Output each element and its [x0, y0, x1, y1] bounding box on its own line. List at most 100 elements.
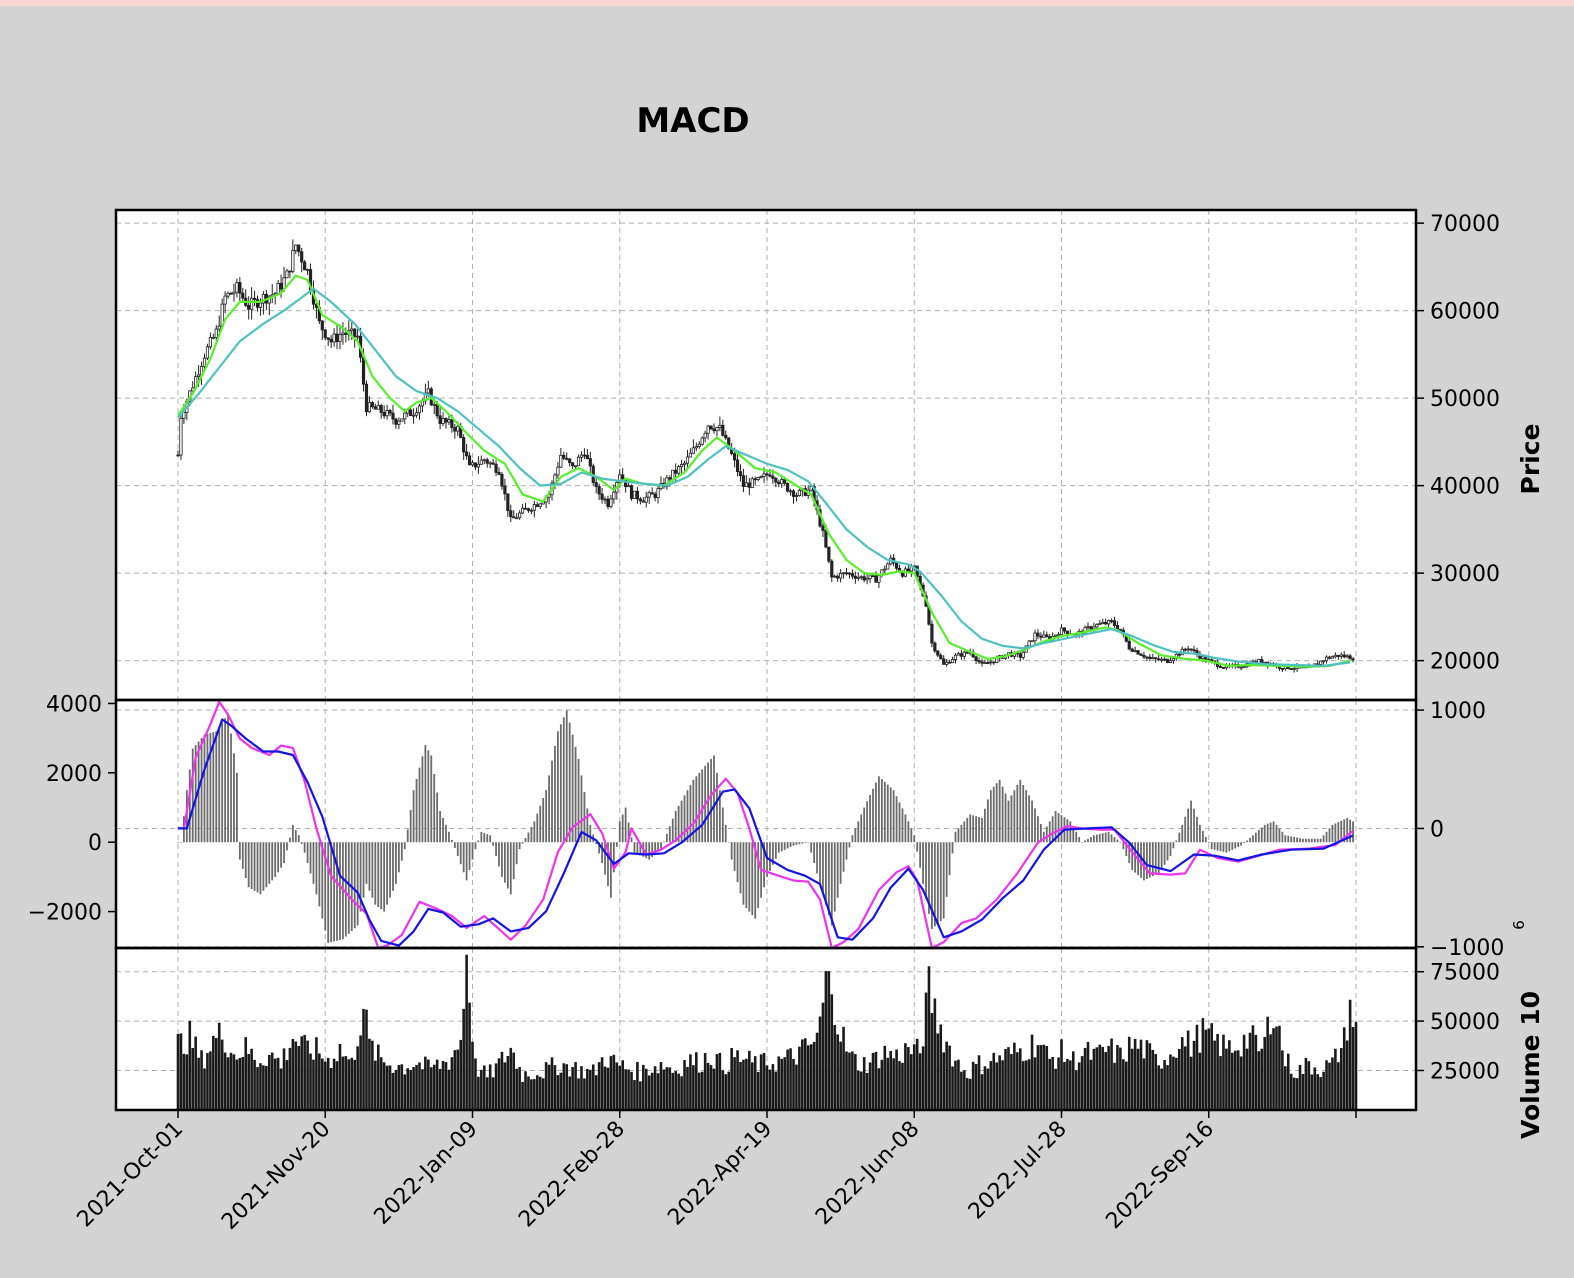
candle-body [400, 418, 404, 422]
volume-bar [730, 1047, 733, 1110]
candle-body [556, 466, 560, 476]
histogram-bar [960, 824, 963, 843]
histogram-bar [353, 842, 356, 929]
volume-bar [512, 1052, 516, 1110]
histogram-bar [751, 842, 754, 916]
volume-bar [827, 971, 831, 1110]
macd-panel [116, 700, 1416, 948]
candle-body [444, 418, 448, 423]
candle-body [1133, 650, 1137, 653]
candle-body [950, 659, 955, 664]
volume-bar [541, 1078, 545, 1110]
candle-body [485, 459, 489, 464]
histogram-bar [200, 738, 203, 843]
candle-body [606, 498, 610, 507]
histogram-bar [1125, 842, 1128, 857]
histogram-bar [607, 842, 609, 887]
histogram-bar [839, 842, 842, 884]
price-tick-label: 40000 [1430, 475, 1500, 500]
candle-body [1348, 655, 1352, 660]
volume-bar [1018, 1048, 1022, 1110]
histogram-bar [1199, 824, 1201, 843]
volume-bar [194, 1036, 197, 1110]
histogram-bar [459, 842, 462, 865]
histogram-bar [954, 831, 957, 843]
candle-body [942, 658, 946, 665]
volume-bar [1298, 1064, 1302, 1110]
volume-bar [376, 1044, 380, 1110]
volume-bar [477, 1076, 480, 1110]
candle-body [847, 572, 852, 575]
candle-body [1039, 635, 1043, 638]
volume-bar [883, 1045, 887, 1110]
histogram-bar [1246, 840, 1248, 843]
volume-bar [471, 1041, 474, 1110]
histogram-bar [1343, 819, 1346, 843]
candle-body [1333, 654, 1337, 658]
histogram-bar [557, 731, 559, 843]
volume-bar [1110, 1038, 1113, 1110]
volume-bar [1178, 1048, 1181, 1110]
histogram-bar [241, 842, 244, 869]
candle-body [1186, 648, 1190, 651]
histogram-bar [203, 734, 206, 843]
candle-body [232, 291, 236, 295]
volume-bar [795, 1064, 798, 1110]
volume-bar [1180, 1037, 1184, 1110]
histogram-bar [1349, 819, 1352, 843]
volume-bar [644, 1068, 648, 1110]
candle-body [382, 412, 386, 417]
volume-bar [680, 1076, 683, 1110]
volume-bar [1242, 1034, 1246, 1110]
histogram-bar [450, 839, 453, 843]
volume-bar [901, 1062, 904, 1110]
histogram-bar [1272, 821, 1275, 843]
window-topbar [0, 0, 1574, 6]
volume-bar [450, 1057, 454, 1110]
candle-body [688, 452, 693, 458]
candle-body [1319, 660, 1323, 665]
volume-bar [1172, 1056, 1175, 1110]
candle-body [565, 457, 569, 460]
volume-bar [1101, 1046, 1105, 1110]
candle-body [288, 270, 292, 273]
volume-bar [948, 1045, 951, 1110]
histogram-bar [318, 842, 321, 907]
volume-bar [639, 1081, 642, 1110]
candle-body [618, 474, 622, 483]
histogram-bar [1069, 821, 1072, 843]
volume-bar [1228, 1040, 1231, 1110]
histogram-bar [1325, 831, 1328, 843]
volume-bar [1154, 1054, 1158, 1110]
histogram-bar [1278, 828, 1281, 843]
histogram-bar [883, 781, 886, 843]
histogram-bar [757, 842, 760, 909]
candle-body [712, 428, 716, 432]
x-tick-label: 2022-Jul-28 [964, 1117, 1072, 1225]
candle-body [562, 454, 566, 459]
volume-bar [1013, 1042, 1016, 1110]
histogram-bar [1078, 837, 1081, 843]
histogram-bar [1204, 837, 1207, 843]
x-tick-label: 2021-Nov-20 [217, 1117, 335, 1235]
candle-body [494, 463, 498, 473]
volume-bar [544, 1062, 548, 1110]
histogram-bar [945, 842, 948, 897]
volume-bar [895, 1049, 898, 1110]
volume-bar [200, 1050, 203, 1110]
volume-bar [335, 1061, 339, 1110]
candle-body [1322, 660, 1326, 663]
volume-bar [851, 1051, 854, 1110]
histogram-bar [701, 769, 704, 843]
histogram-bar [813, 842, 816, 864]
histogram-bar [297, 835, 300, 843]
histogram-bar [1034, 808, 1036, 843]
histogram-bar [536, 813, 539, 843]
histogram-bar [1172, 842, 1175, 849]
volume-bar [350, 1057, 354, 1110]
volume-bar [942, 1052, 945, 1110]
volume-bar [968, 1078, 972, 1110]
histogram-bar [1337, 822, 1340, 843]
histogram-bar [742, 842, 745, 905]
histogram-bar [427, 750, 430, 843]
